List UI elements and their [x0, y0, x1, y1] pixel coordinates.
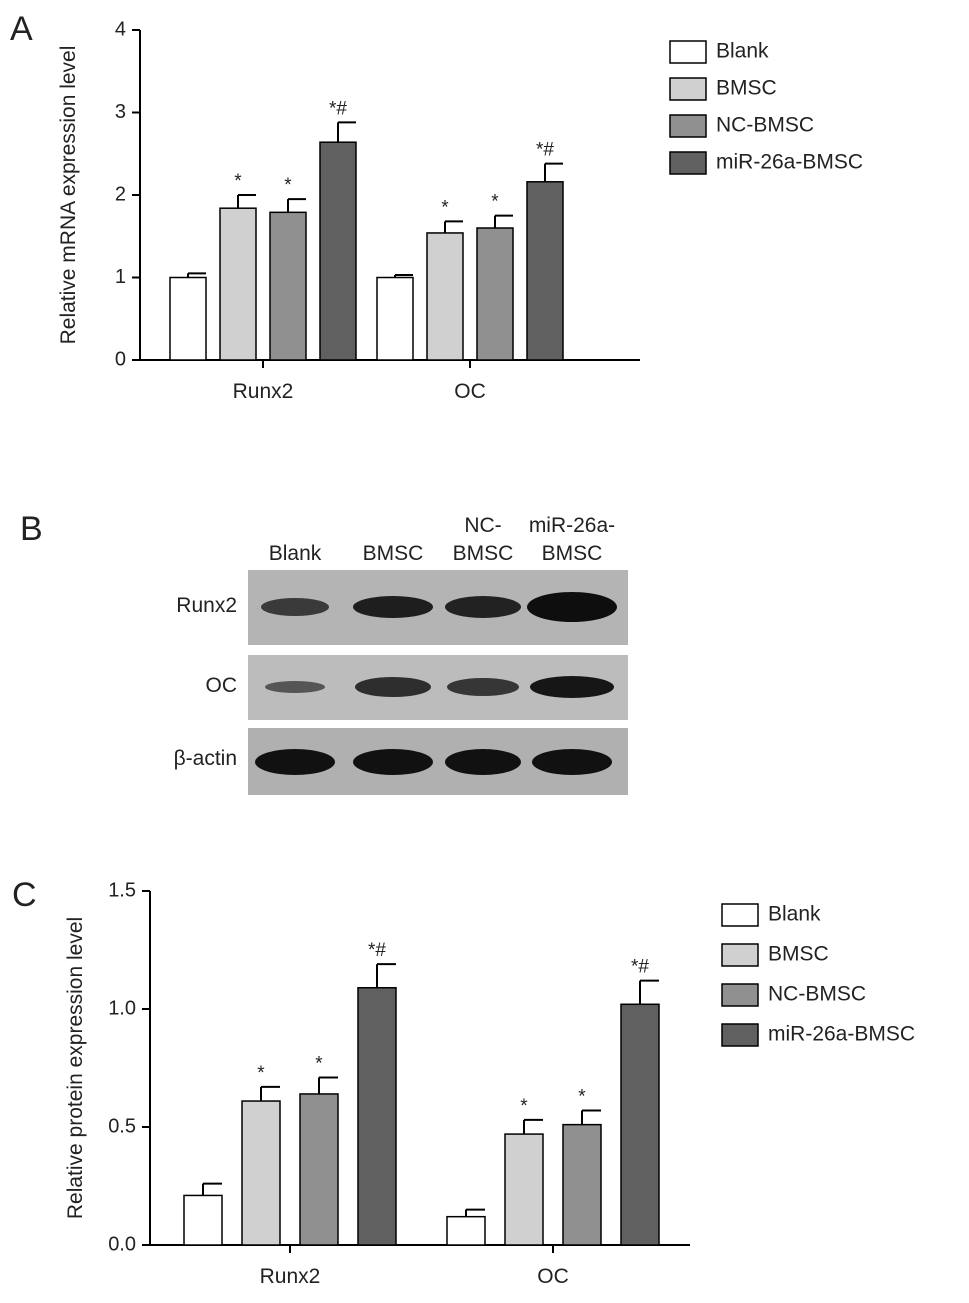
- y-tick-label: 1.0: [108, 997, 136, 1019]
- legend-label: miR-26a-BMSC: [768, 1023, 915, 1046]
- legend-label: BMSC: [768, 943, 829, 966]
- legend-swatch: [669, 77, 707, 101]
- bar: [319, 141, 357, 361]
- y-tick-label: 2: [115, 183, 126, 205]
- significance-label: *#: [631, 957, 649, 978]
- y-tick-label: 0: [115, 348, 126, 370]
- row-label: Runx2: [176, 594, 237, 617]
- panel-label: A: [10, 10, 33, 48]
- legend-label: Blank: [716, 40, 769, 63]
- lane-label: BMSC: [453, 542, 514, 565]
- x-tick-label: Runx2: [233, 380, 294, 403]
- legend-swatch: [721, 943, 759, 967]
- significance-label: *: [441, 197, 449, 218]
- band: [447, 678, 519, 696]
- significance-label: *: [257, 1063, 265, 1084]
- band: [532, 749, 612, 775]
- band: [353, 596, 433, 618]
- band: [265, 681, 325, 693]
- panel-label: B: [20, 510, 43, 548]
- bar: [357, 987, 397, 1246]
- legend-label: Blank: [768, 903, 821, 926]
- bar: [183, 1194, 223, 1246]
- band: [530, 676, 614, 698]
- y-tick-label: 0.5: [108, 1115, 136, 1137]
- x-tick-label: OC: [537, 1265, 569, 1288]
- band: [445, 749, 521, 775]
- y-tick-label: 3: [115, 101, 126, 123]
- significance-label: *: [491, 192, 499, 213]
- legend-label: BMSC: [716, 77, 777, 100]
- bar: [299, 1093, 339, 1246]
- row-label: β-actin: [174, 747, 237, 770]
- significance-label: *#: [329, 98, 347, 119]
- band: [445, 596, 521, 618]
- band: [261, 598, 329, 616]
- y-tick-label: 1: [115, 266, 126, 288]
- significance-label: *: [315, 1053, 323, 1074]
- chart: 0.0 0.5 1.0 1.5 Relative protein expression …: [64, 879, 915, 1288]
- band: [255, 749, 335, 775]
- row-label: OC: [206, 674, 238, 697]
- legend-swatch: [669, 114, 707, 138]
- legend-swatch: [669, 40, 707, 64]
- bar: [219, 207, 257, 361]
- significance-label: *#: [368, 940, 386, 961]
- bar: [476, 227, 514, 361]
- y-axis-label: Relative protein expression level: [64, 917, 87, 1219]
- y-axis-label: Relative mRNA expression level: [57, 46, 80, 345]
- y-tick-label: 1.5: [108, 879, 136, 901]
- band: [353, 749, 433, 775]
- significance-label: *: [520, 1096, 528, 1117]
- bar: [241, 1100, 281, 1246]
- lane-label: Blank: [269, 542, 322, 565]
- legend-label: miR-26a-BMSC: [716, 151, 863, 174]
- chart: 0 1 2 3 4 Relative mRNA expression level Runx2…: [57, 18, 863, 403]
- lane-label: NC-: [464, 514, 501, 537]
- lane-label: BMSC: [363, 542, 424, 565]
- panel-label: C: [12, 876, 37, 914]
- legend-swatch: [669, 151, 707, 175]
- bar: [446, 1215, 486, 1246]
- bar: [504, 1133, 544, 1246]
- legend-swatch: [721, 983, 759, 1007]
- significance-label: *: [578, 1086, 586, 1107]
- bar: [169, 276, 207, 361]
- y-tick-label: 4: [115, 18, 126, 40]
- legend-swatch: [721, 903, 759, 927]
- legend-label: NC-BMSC: [716, 114, 814, 137]
- bar: [526, 181, 564, 361]
- significance-label: *: [284, 175, 292, 196]
- lane-label: BMSC: [542, 542, 603, 565]
- bar: [269, 211, 307, 361]
- bar: [562, 1123, 602, 1246]
- legend-label: NC-BMSC: [768, 983, 866, 1006]
- lane-label: miR-26a-: [529, 514, 615, 537]
- y-tick-label: 0.0: [108, 1233, 136, 1255]
- bar: [620, 1003, 660, 1246]
- western-blot: [248, 570, 628, 795]
- significance-label: *#: [536, 140, 554, 161]
- x-tick-label: OC: [454, 380, 486, 403]
- significance-label: *: [234, 171, 242, 192]
- bar: [426, 232, 464, 361]
- band: [527, 592, 617, 622]
- x-tick-label: Runx2: [260, 1265, 321, 1288]
- band: [355, 677, 431, 697]
- bar: [376, 276, 414, 361]
- legend-swatch: [721, 1023, 759, 1047]
